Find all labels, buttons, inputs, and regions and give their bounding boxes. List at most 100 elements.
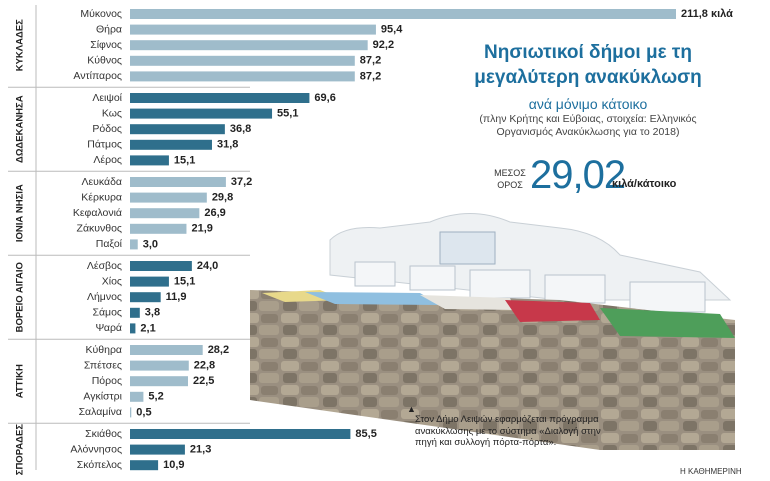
bar xyxy=(130,323,136,334)
value-label: 92,2 xyxy=(373,39,394,51)
value-label: 24,0 xyxy=(197,260,218,272)
value-label: 22,5 xyxy=(193,375,214,387)
value-label: 69,6 xyxy=(314,92,335,104)
bar xyxy=(130,108,273,119)
bar xyxy=(130,71,355,82)
bar xyxy=(130,292,161,303)
value-label: 11,9 xyxy=(166,291,187,303)
category-label: Σκόπελος xyxy=(77,459,122,471)
category-label: Κεφαλονιά xyxy=(73,207,122,219)
title: Νησιωτικοί δήμοι με τη μεγαλύτερη ανακύκ… xyxy=(474,42,702,88)
value-label: 26,9 xyxy=(204,207,225,219)
value-label: 211,8 κιλά xyxy=(681,8,733,20)
value-label: 31,8 xyxy=(217,139,238,151)
category-label: Κέρκυρα xyxy=(81,191,122,203)
value-label: 36,8 xyxy=(230,123,251,135)
bar xyxy=(130,345,203,355)
subtitle: ανά μόνιμο κάτοικο xyxy=(528,96,648,112)
average-label-line: ΜΕΣΟΣ xyxy=(494,168,526,178)
bar xyxy=(130,55,355,66)
group-label: ΔΩΔΕΚΑΝΗΣΑ xyxy=(15,95,26,163)
value-label: 21,3 xyxy=(190,444,211,456)
category-label: Αλόννησος xyxy=(70,443,122,455)
category-label: Κύθνος xyxy=(87,55,122,67)
category-label: Ρόδος xyxy=(92,123,122,135)
category-label: Θήρα xyxy=(96,23,122,35)
value-label: 10,9 xyxy=(163,459,184,471)
category-label: Ζάκυνθος xyxy=(77,223,122,235)
bar xyxy=(130,139,212,150)
average-label: ΜΕΣΟΣ ΟΡΟΣ xyxy=(492,167,528,191)
bar xyxy=(130,93,310,103)
category-label: Αντίπαρος xyxy=(73,70,122,82)
value-label: 87,2 xyxy=(360,70,381,82)
source: Η ΚΑΘΗΜΕΡΙΝΗ xyxy=(680,467,742,476)
bar xyxy=(130,261,192,271)
group-label: ΑΤΤΙΚΗ xyxy=(15,364,26,398)
value-label: 15,1 xyxy=(174,276,195,288)
bar xyxy=(130,307,140,318)
category-label: Κύθηρα xyxy=(86,344,122,356)
bar xyxy=(130,223,187,234)
average-unit: κιλά/κάτοικο xyxy=(612,178,677,190)
group-label: ΙΟΝΙΑ ΝΗΣΙΑ xyxy=(15,184,26,242)
value-label: 85,5 xyxy=(355,428,376,440)
category-label: Σίφνος xyxy=(90,39,122,51)
value-label: 5,2 xyxy=(148,391,163,403)
category-label: Λήμνος xyxy=(87,291,122,303)
bar xyxy=(130,376,189,387)
value-label: 37,2 xyxy=(231,176,252,188)
bar xyxy=(130,192,207,203)
caption: Στον Δήμο Λειψών εφαρμόζεται πρόγραμμα α… xyxy=(415,414,601,448)
value-label: 2,1 xyxy=(140,322,155,334)
value-label: 22,8 xyxy=(194,360,215,372)
category-label: Παξοί xyxy=(96,238,123,250)
category-label: Σκιάθος xyxy=(85,428,122,440)
bar xyxy=(130,40,368,51)
photo xyxy=(250,213,735,450)
value-label: 21,9 xyxy=(191,223,212,235)
group-label: ΚΥΚΛΑΔΕΣ xyxy=(15,19,26,71)
bar xyxy=(130,460,159,471)
value-label: 15,1 xyxy=(174,154,195,166)
bar xyxy=(130,124,225,135)
bar xyxy=(130,239,138,250)
category-label: Λέσβος xyxy=(87,260,122,272)
category-label: Πόρος xyxy=(92,375,122,387)
category-label: Κως xyxy=(102,107,122,119)
category-label: Λειψοί xyxy=(92,92,122,104)
bar xyxy=(130,208,200,219)
group-label: ΣΠΟΡΑΔΕΣ xyxy=(15,424,26,476)
value-label: 28,2 xyxy=(208,344,229,356)
bar xyxy=(130,155,169,166)
bar xyxy=(130,444,185,455)
category-label: Χίος xyxy=(102,275,122,287)
value-label: 29,8 xyxy=(212,192,233,204)
bar xyxy=(130,24,376,35)
value-label: 95,4 xyxy=(381,24,403,36)
value-label: 87,2 xyxy=(360,55,381,67)
category-label: Ψαρά xyxy=(96,322,123,334)
bar xyxy=(130,276,169,287)
category-label: Λέρος xyxy=(93,154,122,166)
category-label: Πάτμος xyxy=(87,139,122,151)
bar xyxy=(130,360,189,371)
category-label: Σπέτσες xyxy=(84,359,122,371)
group-label: ΒΟΡΕΙΟ ΑΙΓΑΙΟ xyxy=(15,262,26,332)
average-label-line: ΟΡΟΣ xyxy=(497,180,523,190)
bar xyxy=(130,429,351,439)
category-label: Σάμος xyxy=(92,307,122,319)
note: (πλην Κρήτης και Εύβοιας, στοιχεία: Ελλη… xyxy=(479,113,697,138)
bar xyxy=(130,407,132,418)
value-label: 0,5 xyxy=(136,406,151,418)
bar xyxy=(130,9,676,19)
category-label: Σαλαμίνα xyxy=(79,406,122,418)
category-label: Μύκονος xyxy=(80,8,122,20)
value-label: 3,8 xyxy=(145,307,160,319)
category-label: Αγκίστρι xyxy=(83,391,122,403)
value-label: 55,1 xyxy=(277,108,298,120)
bar xyxy=(130,391,144,402)
average-value: 29,02 xyxy=(530,153,626,197)
